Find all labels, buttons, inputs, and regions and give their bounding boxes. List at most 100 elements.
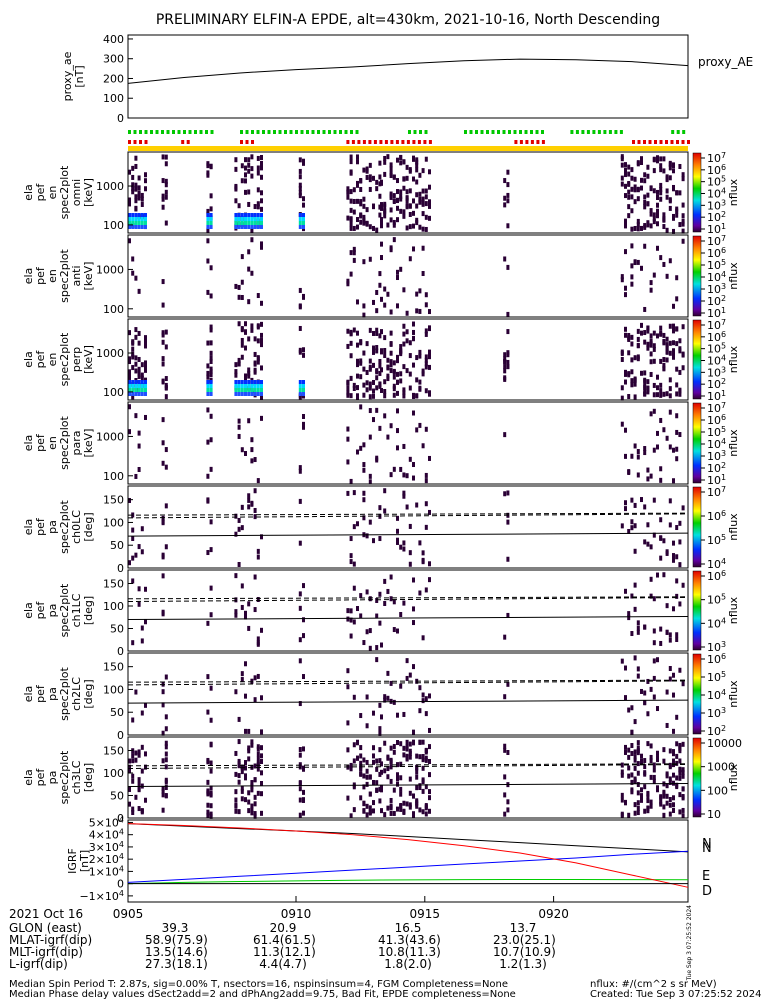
ylabel-line: [keV] [82,262,95,291]
heatmap-cell [418,349,422,355]
heatmap-cell [131,758,135,764]
heatmap-cell [630,593,634,599]
heatmap-cell [643,223,647,229]
heatmap-cell [421,559,425,565]
heatmap-cell [662,224,666,230]
heatmap-cell [668,377,672,383]
heatmap-cell [649,686,653,692]
quality-tick-green [133,130,137,134]
heatmap-cell [240,392,244,396]
heatmap-cell [383,508,387,514]
quality-tick-green [256,130,260,134]
heatmap-cell [359,219,363,225]
heatmap-cell [503,792,507,798]
heatmap-cell [359,613,363,619]
heatmap-cell [652,408,656,414]
quality-tick-green [245,130,249,134]
heatmap-cell [359,201,363,207]
heatmap-cell [240,785,244,791]
heatmap-cell [662,332,666,338]
heatmap-cell [378,786,382,792]
heatmap-cell [250,447,254,453]
heatmap-cell [144,339,147,345]
ylabel-spec2plot_ch1LC: ela pef pa spec2plot ch1LC [deg] [22,583,95,637]
side-timestamp: Tue Sep 3 07:25:52 2024 [686,905,693,981]
heatmap-cell [412,246,415,252]
heatmap-cell [665,349,669,355]
ylabel-line: IGRF [66,848,79,874]
heatmap-cell [640,177,643,183]
heatmap-cell [424,784,428,790]
heatmap-cell [672,162,675,168]
heatmap-cell [206,213,210,217]
heatmap-cell [137,366,141,372]
heatmap-cell [164,161,168,167]
colorbar-tick-label: 105 [707,593,726,607]
heatmap-cell [405,189,409,195]
heatmap-cell [659,417,663,423]
ytick-label: 100 [103,92,124,105]
heatmap-cell [418,422,422,428]
heatmap-cell [421,739,425,745]
heatmap-cell [140,392,144,396]
heatmap-cell [415,157,419,163]
heatmap-cell [386,670,390,676]
heatmap-cell [640,225,643,231]
heatmap-cell [620,395,624,401]
heatmap-cell [375,645,379,651]
heatmap-cell [368,519,372,525]
heatmap-cell [240,583,244,589]
heatmap-cell [375,368,379,374]
heatmap-cell [659,190,663,196]
heatmap-cell [240,342,244,348]
heatmap-cell [633,548,637,554]
heatmap-cell [298,193,302,199]
heatmap-cell [503,352,507,358]
heatmap-cell [396,157,399,163]
heatmap-cell [620,385,624,391]
heatmap-cell [378,591,382,597]
heatmap-cell [240,178,244,184]
heatmap-cell [352,327,356,333]
heatmap-cell [128,388,131,392]
heatmap-cell [378,620,382,626]
heatmap-cell [681,176,685,182]
heatmap-cell [250,227,254,233]
heatmap-cell [140,201,144,207]
heatmap-cell [652,640,656,646]
heatmap-cell [128,372,131,378]
heatmap-cell [359,745,363,751]
ytick-label: 0 [117,645,124,658]
heatmap-cell [633,802,637,808]
heatmap-cell [380,784,383,790]
heatmap-cell [624,223,627,229]
heatmap-cell [659,392,663,398]
loss-cone-line [127,699,689,704]
quality-tick-red [525,140,529,144]
heatmap-cell [244,384,247,388]
heatmap-cell [627,469,631,475]
heatmap-cell [392,193,396,199]
heatmap-cell [372,388,375,394]
heatmap-cell [253,457,257,463]
heatmap-cell [656,155,659,161]
heatmap-cell [396,354,399,360]
heatmap-cell [298,303,302,309]
heatmap-cell [383,353,387,359]
heatmap-cell [137,330,141,336]
heatmap-cell [396,515,399,521]
quality-tick-red [390,140,394,144]
heatmap-cell [424,478,428,484]
heatmap-cell [346,459,350,465]
heatmap-cell [161,758,165,764]
heatmap-cell [681,238,685,244]
heatmap-cell [237,424,241,430]
heatmap-cell [253,213,257,217]
heatmap-cell [678,742,682,748]
heatmap-cell [399,544,403,550]
heatmap-cell [630,519,634,525]
heatmap-cell [659,186,663,192]
heatmap-cell [389,368,393,374]
heatmap-cell [408,353,412,359]
heatmap-cell [164,744,168,750]
